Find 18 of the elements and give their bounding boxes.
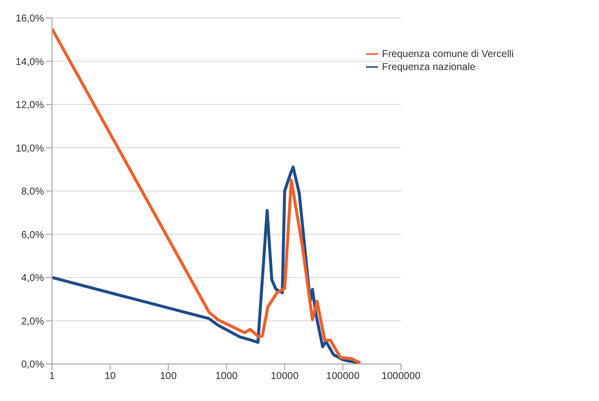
legend-label: Frequenza comune di Vercelli [382, 49, 514, 60]
y-tick-label: 6,0% [21, 230, 44, 241]
legend-label: Frequenza nazionale [382, 62, 476, 73]
y-tick-label: 16,0% [16, 14, 44, 25]
x-tick-label: 1000000 [382, 371, 421, 382]
y-tick-label: 12,0% [16, 100, 44, 112]
y-tick-label: 4,0% [21, 273, 44, 284]
x-tick-label: 100000 [326, 371, 360, 382]
x-tick-label: 100 [160, 371, 178, 382]
y-tick-label: 0,0% [21, 360, 44, 371]
y-tick-label: 2,0% [21, 316, 44, 328]
y-tick-label: 10,0% [16, 143, 44, 154]
y-tick-label: 8,0% [21, 186, 44, 198]
x-tick-label: 1 [49, 371, 56, 382]
x-tick-label: 10 [104, 371, 116, 382]
x-tick-label: 1000 [215, 371, 238, 382]
y-tick-label: 14,0% [16, 56, 44, 68]
x-tick-label: 10000 [270, 371, 300, 382]
